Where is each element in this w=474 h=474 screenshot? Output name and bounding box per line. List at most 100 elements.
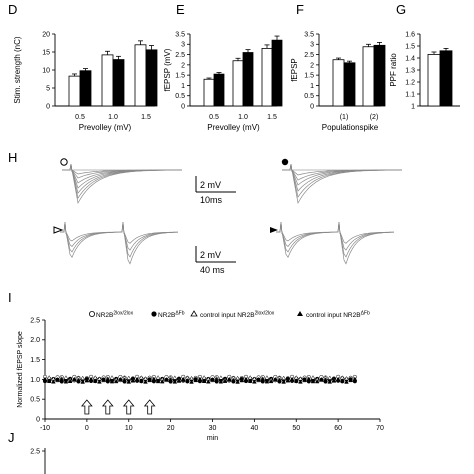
data-point — [205, 379, 211, 384]
stimulus-arrow-icon — [101, 399, 114, 415]
legend-filled-triangle-icon — [297, 311, 303, 316]
legend-open-triangle-label: control input NR2B — [200, 312, 255, 319]
data-point — [277, 377, 282, 382]
data-point — [298, 379, 303, 384]
open-triangle-marker-icon — [53, 226, 64, 234]
bar — [343, 62, 356, 107]
data-point — [247, 378, 253, 383]
bar — [101, 54, 114, 107]
legend-filled-triangle-sup: ΔFb — [361, 311, 370, 317]
y-tick-label: 0.5 — [304, 93, 314, 100]
data-point — [339, 378, 345, 383]
data-point — [143, 379, 148, 384]
x-tick-label: 60 — [334, 425, 342, 432]
bar — [79, 70, 92, 107]
data-point — [352, 376, 358, 382]
traces-bottom-left — [60, 221, 179, 265]
scalebar-top-voltage: 2 mV — [200, 180, 221, 190]
svg-text:control input NR2BΔFb: control input NR2BΔFb — [306, 311, 370, 320]
y-tick-label: 15 — [42, 49, 50, 56]
y-tick-label: 1.6 — [405, 31, 415, 38]
y-tick-label: 10 — [42, 67, 50, 74]
bar — [112, 59, 125, 107]
stimulus-arrow-icon — [143, 399, 156, 415]
data-point — [348, 377, 354, 382]
data-point — [42, 376, 48, 382]
y-tick-label: 1.3 — [405, 67, 415, 74]
svg-text:NR2B2lox/2lox: NR2B2lox/2lox — [96, 311, 134, 320]
legend-filled-triangle-label: control input NR2B — [306, 312, 361, 319]
x-tick-label: 30 — [209, 425, 217, 432]
trace — [282, 163, 402, 198]
trace — [282, 163, 402, 192]
data-point — [59, 377, 65, 382]
data-point — [88, 376, 94, 381]
y-tick-label: 1.1 — [405, 91, 415, 98]
data-point — [314, 378, 320, 384]
legend-open-circle-sup: 2lox/2lox — [113, 311, 133, 317]
y-tick-label: 1.0 — [30, 377, 40, 384]
data-point — [180, 376, 186, 381]
data-point — [113, 378, 119, 384]
data-point — [84, 378, 90, 383]
x-tick-label: 10 — [125, 425, 133, 432]
stimulus-arrow-icon — [81, 399, 93, 415]
y-tick-label: 0 — [310, 103, 314, 110]
data-point — [122, 377, 127, 382]
chart-j: 2.5 — [30, 448, 46, 474]
data-point — [264, 375, 270, 380]
x-tick-label: -10 — [40, 425, 50, 432]
x-axis-label-e: Prevolley (mV) — [207, 123, 260, 132]
data-point — [55, 377, 60, 382]
data-point — [63, 379, 69, 384]
chart-d: 0 5 10 15 20 Stim. strength (nC) Prevolley (mV… — [13, 31, 158, 132]
y-tick-label: 0.5 — [175, 93, 185, 100]
y-tick-label: 1.2 — [405, 79, 415, 86]
x-tick-label: 1.0 — [108, 114, 118, 121]
bar — [427, 54, 441, 107]
y-axis-label-f: fEPSP — [290, 58, 299, 82]
data-point — [67, 378, 73, 384]
data-point — [231, 377, 236, 383]
scalebar-bottom-time: 40 ms — [200, 265, 225, 275]
legend-i: NR2B2lox/2lox NR2BΔFb control input NR2B… — [89, 310, 370, 320]
y-axis-label-e: fEPSP (mV) — [163, 48, 172, 91]
data-point — [210, 377, 215, 382]
x-axis-label-i: min — [207, 435, 218, 442]
y-tick-label: 2 — [181, 62, 185, 69]
data-point — [51, 379, 56, 384]
data-point — [151, 376, 157, 382]
y-tick-label: 3 — [310, 42, 314, 49]
bar — [134, 44, 147, 107]
bar — [68, 75, 81, 107]
y-tick-label: 0 — [46, 103, 50, 110]
trace — [60, 221, 178, 265]
bar — [145, 49, 158, 107]
data-point — [281, 375, 287, 380]
chart-g: 1 1.1 1.2 1.3 1.4 1.5 1.6 PPF ratio — [389, 31, 460, 110]
y-tick-label: 1.4 — [405, 55, 415, 62]
x-tick-label: 1.0 — [238, 114, 248, 121]
data-point — [344, 379, 349, 384]
y-tick-label: 2.0 — [30, 337, 40, 344]
data-point — [235, 379, 240, 384]
y-tick-label: 5 — [46, 85, 50, 92]
scalebar-top — [195, 176, 236, 193]
y-tick-label: 2.5 — [30, 317, 40, 324]
x-tick-label: 0.5 — [75, 114, 85, 121]
panel-letter-d: D — [8, 2, 17, 17]
x-tick-label: 1.5 — [267, 114, 277, 121]
traces-top-left — [62, 163, 182, 205]
data-point — [80, 375, 86, 380]
traces-top-right — [282, 163, 403, 205]
legend-open-circle-icon — [89, 310, 96, 317]
panel-letter-h: H — [8, 150, 17, 165]
y-tick-label: 2.5 — [304, 52, 314, 59]
x-axis-label-d: Prevolley (mV) — [79, 123, 132, 132]
data-point — [218, 375, 224, 380]
legend-filled-circle-icon — [151, 311, 157, 317]
data-point — [159, 379, 165, 384]
panel-letter-i: I — [8, 290, 12, 305]
y-tick-label: 3.5 — [175, 31, 185, 38]
bar — [261, 48, 273, 107]
